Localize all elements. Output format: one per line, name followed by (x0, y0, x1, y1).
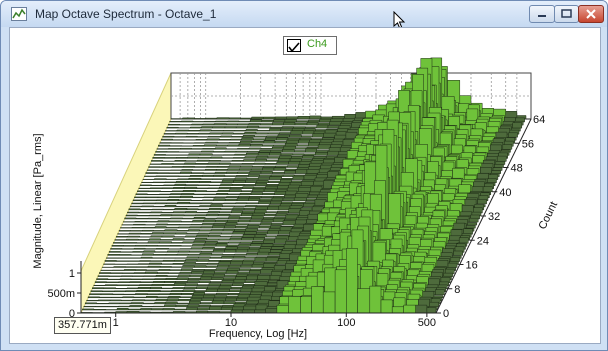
legend[interactable]: Ch4 (283, 36, 337, 55)
app-icon (11, 7, 27, 21)
legend-label: Ch4 (307, 38, 328, 50)
checkmark-icon (288, 42, 300, 53)
window-title: Map Octave Spectrum - Octave_1 (35, 7, 217, 21)
plot-area (9, 27, 601, 344)
close-icon (586, 9, 596, 19)
title-bar[interactable]: Map Octave Spectrum - Octave_1 (1, 1, 607, 30)
legend-checkbox[interactable] (287, 39, 301, 53)
minimize-button[interactable] (529, 5, 555, 23)
close-button[interactable] (578, 5, 604, 23)
maximize-icon (561, 9, 572, 18)
maximize-button[interactable] (554, 5, 579, 23)
cursor-readout: 357.771m (54, 317, 111, 334)
minimize-icon (538, 15, 546, 17)
